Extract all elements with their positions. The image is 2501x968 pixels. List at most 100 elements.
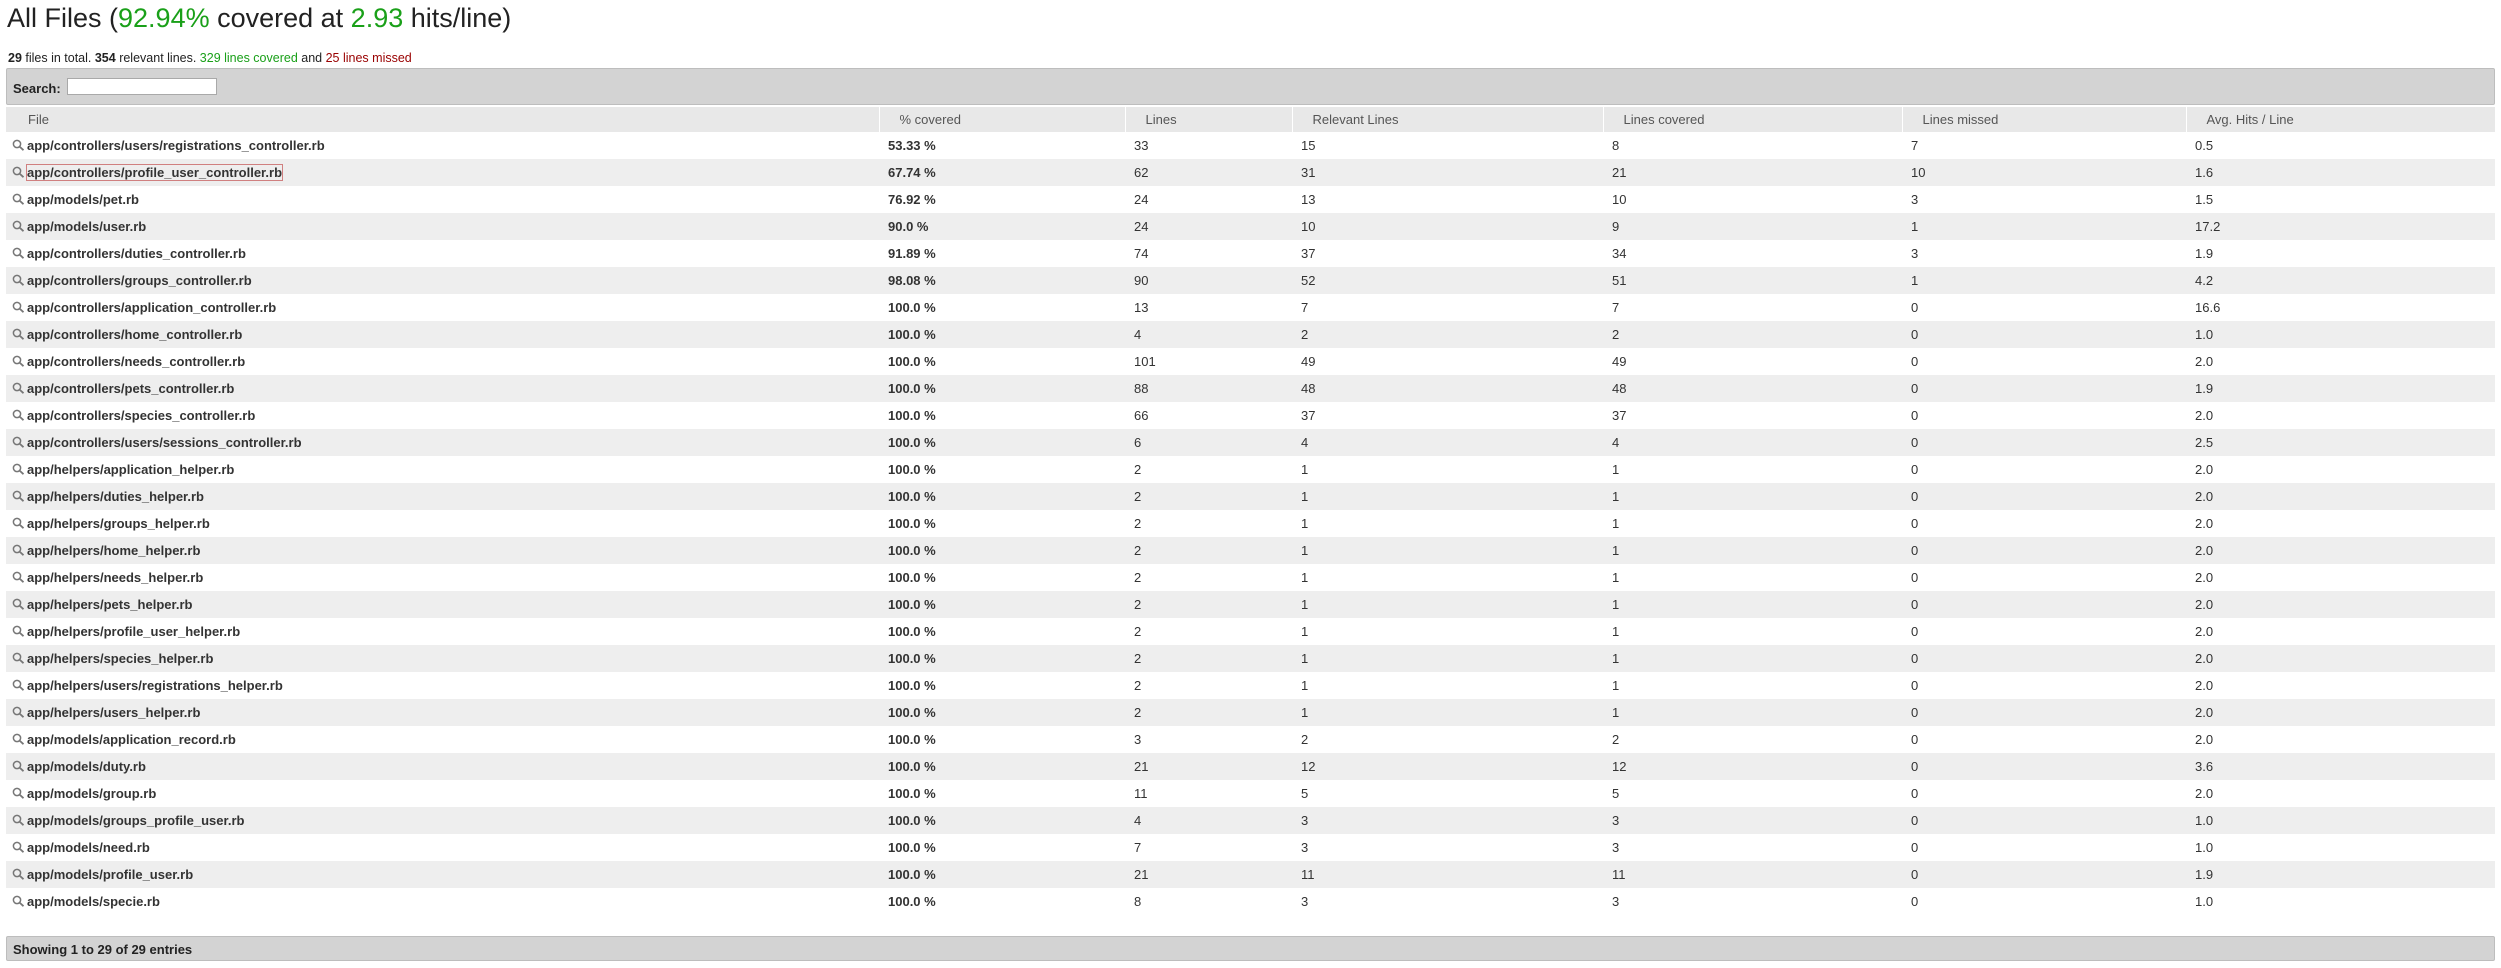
magnifier-icon[interactable] — [12, 409, 26, 421]
file-link[interactable]: app/models/duty.rb — [27, 759, 146, 774]
column-header-lines-missed[interactable]: Lines missed — [1902, 107, 2187, 132]
magnifier-icon[interactable] — [12, 139, 26, 151]
file-link[interactable]: app/controllers/pets_controller.rb — [27, 381, 235, 396]
magnifier-icon[interactable] — [12, 517, 26, 529]
lines-covered-cell: 49 — [1603, 348, 1902, 375]
magnifier-icon[interactable] — [12, 247, 26, 259]
file-cell: app/helpers/needs_helper.rb — [6, 564, 879, 591]
file-link[interactable]: app/controllers/profile_user_controller.… — [25, 164, 284, 181]
file-link[interactable]: app/models/groups_profile_user.rb — [27, 813, 245, 828]
file-link[interactable]: app/helpers/home_helper.rb — [27, 543, 201, 558]
file-link[interactable]: app/helpers/duties_helper.rb — [27, 489, 204, 504]
file-link[interactable]: app/models/pet.rb — [27, 192, 139, 207]
magnifier-icon[interactable] — [12, 220, 26, 232]
file-link[interactable]: app/helpers/groups_helper.rb — [27, 516, 210, 531]
relevant-lines-cell: 52 — [1292, 267, 1603, 294]
percent-covered-cell: 100.0 % — [879, 618, 1125, 645]
file-link[interactable]: app/models/profile_user.rb — [27, 867, 194, 882]
magnifier-icon[interactable] — [12, 571, 26, 583]
relevant-lines-cell: 1 — [1292, 537, 1603, 564]
magnifier-icon[interactable] — [12, 625, 26, 637]
lines-missed-cell: 0 — [1902, 510, 2186, 537]
lines-covered-cell: 3 — [1603, 834, 1902, 861]
percent-covered-cell: 100.0 % — [879, 564, 1125, 591]
search-input[interactable] — [67, 78, 217, 95]
lines-missed-cell: 7 — [1902, 132, 2186, 159]
lines-covered-cell: 3 — [1603, 807, 1902, 834]
file-link[interactable]: app/controllers/needs_controller.rb — [27, 354, 246, 369]
avg-hits-cell: 2.0 — [2186, 726, 2495, 753]
file-link[interactable]: app/helpers/users/registrations_helper.r… — [27, 678, 283, 693]
lines-covered-cell: 1 — [1603, 537, 1902, 564]
magnifier-icon[interactable] — [12, 598, 26, 610]
file-link[interactable]: app/helpers/needs_helper.rb — [27, 570, 204, 585]
magnifier-icon[interactable] — [12, 328, 26, 340]
column-header-relevant-lines[interactable]: Relevant Lines — [1292, 107, 1604, 132]
relevant-lines-cell: 10 — [1292, 213, 1603, 240]
table-row: app/controllers/species_controller.rb 100… — [6, 402, 2495, 429]
column-header-lines[interactable]: Lines — [1125, 107, 1293, 132]
file-link[interactable]: app/models/specie.rb — [27, 894, 160, 909]
relevant-lines-cell: 11 — [1292, 861, 1603, 888]
percent-covered-cell: 100.0 % — [879, 348, 1125, 375]
file-link[interactable]: app/helpers/pets_helper.rb — [27, 597, 193, 612]
magnifier-icon[interactable] — [12, 301, 26, 313]
file-link[interactable]: app/controllers/home_controller.rb — [27, 327, 243, 342]
file-link[interactable]: app/helpers/application_helper.rb — [27, 462, 235, 477]
file-link[interactable]: app/models/user.rb — [27, 219, 147, 234]
column-header-file[interactable]: File — [6, 107, 880, 132]
lines-cell: 6 — [1125, 429, 1292, 456]
magnifier-icon[interactable] — [12, 814, 26, 826]
table-row: app/controllers/groups_controller.rb 98.0… — [6, 267, 2495, 294]
file-link[interactable]: app/controllers/duties_controller.rb — [27, 246, 246, 261]
column-header-covered[interactable]: % covered — [879, 107, 1126, 132]
relevant-lines-cell: 12 — [1292, 753, 1603, 780]
lines-cell: 90 — [1125, 267, 1292, 294]
lines-missed-cell: 0 — [1902, 294, 2186, 321]
file-link[interactable]: app/controllers/groups_controller.rb — [27, 273, 252, 288]
file-link[interactable]: app/models/group.rb — [27, 786, 157, 801]
table-row: app/models/duty.rb 100.0 % 21 12 12 0 3.6 — [6, 753, 2495, 780]
lines-missed-cell: 0 — [1902, 375, 2186, 402]
magnifier-icon[interactable] — [12, 544, 26, 556]
magnifier-icon[interactable] — [12, 679, 26, 691]
magnifier-icon[interactable] — [12, 787, 26, 799]
magnifier-icon[interactable] — [12, 274, 26, 286]
file-link[interactable]: app/helpers/profile_user_helper.rb — [27, 624, 241, 639]
magnifier-icon[interactable] — [12, 895, 26, 907]
magnifier-icon[interactable] — [12, 382, 26, 394]
column-header-lines-covered[interactable]: Lines covered — [1603, 107, 1903, 132]
file-link[interactable]: app/helpers/users_helper.rb — [27, 705, 201, 720]
column-header-avg-hits[interactable]: Avg. Hits / Line — [2186, 107, 2496, 132]
magnifier-icon[interactable] — [12, 463, 26, 475]
percent-covered-cell: 100.0 % — [879, 456, 1125, 483]
magnifier-icon[interactable] — [12, 733, 26, 745]
magnifier-icon[interactable] — [12, 166, 26, 178]
avg-hits-cell: 1.0 — [2186, 888, 2495, 915]
magnifier-icon[interactable] — [12, 490, 26, 502]
file-link[interactable]: app/controllers/species_controller.rb — [27, 408, 256, 423]
lines-cell: 21 — [1125, 753, 1292, 780]
magnifier-icon[interactable] — [12, 841, 26, 853]
percent-covered-cell: 100.0 % — [879, 780, 1125, 807]
magnifier-icon[interactable] — [12, 760, 26, 772]
magnifier-icon[interactable] — [12, 706, 26, 718]
magnifier-icon[interactable] — [12, 652, 26, 664]
lines-covered-cell: 1 — [1603, 699, 1902, 726]
magnifier-icon[interactable] — [12, 868, 26, 880]
file-link[interactable]: app/models/application_record.rb — [27, 732, 236, 747]
magnifier-icon[interactable] — [12, 355, 26, 367]
magnifier-icon[interactable] — [12, 193, 26, 205]
avg-hits-cell: 1.5 — [2186, 186, 2495, 213]
file-cell: app/models/duty.rb — [6, 753, 879, 780]
file-link[interactable]: app/controllers/users/sessions_controlle… — [27, 435, 302, 450]
avg-hits-cell: 1.9 — [2186, 861, 2495, 888]
file-link[interactable]: app/controllers/users/registrations_cont… — [27, 138, 325, 153]
file-link[interactable]: app/controllers/application_controller.r… — [27, 300, 277, 315]
table-row: app/helpers/users_helper.rb 100.0 % 2 1 1 0 2.… — [6, 699, 2495, 726]
avg-hits-cell: 2.0 — [2186, 348, 2495, 375]
file-link[interactable]: app/models/need.rb — [27, 840, 150, 855]
magnifier-icon[interactable] — [12, 436, 26, 448]
lines-covered-cell: 21 — [1603, 159, 1902, 186]
file-link[interactable]: app/helpers/species_helper.rb — [27, 651, 214, 666]
